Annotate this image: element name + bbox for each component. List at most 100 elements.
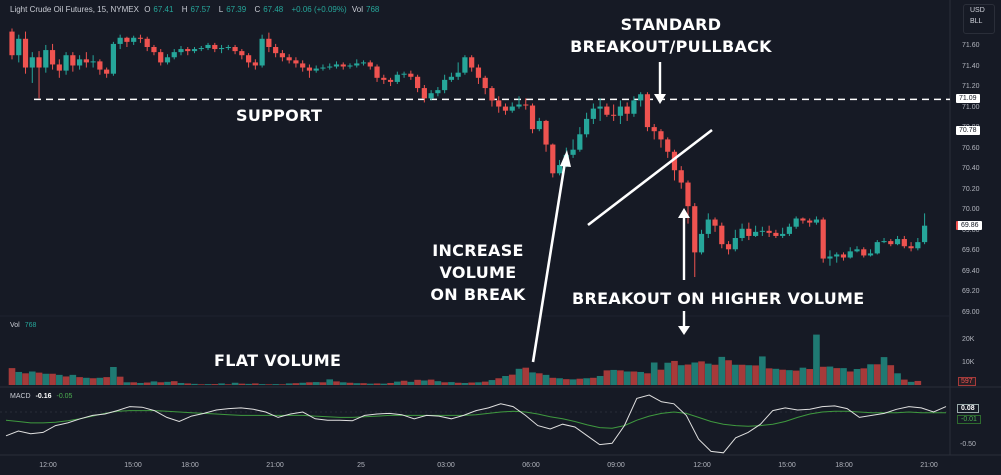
volume-bar: [630, 371, 638, 385]
candle-up: [922, 225, 928, 243]
volume-bar: [867, 364, 874, 385]
volume-bar: [914, 380, 922, 385]
candle-down: [252, 62, 258, 66]
volume-bar: [353, 383, 361, 385]
volume-bar: [279, 384, 286, 385]
price-axis-label: 69.60: [962, 247, 980, 255]
low-label: L: [218, 5, 224, 14]
candle-down: [496, 100, 502, 107]
volume-bar: [515, 368, 523, 385]
price-axis-label: 70.40: [962, 165, 980, 173]
volume-bar: [434, 381, 442, 385]
volume-bar: [792, 370, 800, 385]
volume-bar: [887, 365, 895, 385]
volume-bar: [15, 371, 23, 385]
volume-bar: [191, 383, 198, 385]
volume-bar: [299, 382, 306, 385]
volume-bar: [184, 383, 192, 385]
volume-bar: [901, 379, 908, 385]
volume-bar: [752, 365, 759, 385]
price-axis-label: 69.80: [962, 226, 980, 234]
volume-bar: [603, 370, 611, 385]
candle-down: [286, 57, 292, 61]
candle-down: [293, 60, 299, 64]
candle-up: [834, 254, 840, 257]
candle-up: [448, 76, 454, 80]
candle-up: [333, 64, 340, 67]
candle-down: [408, 73, 414, 77]
candle-down: [36, 57, 42, 68]
close-value: 67.48: [263, 5, 284, 14]
candle-up: [16, 38, 22, 56]
candle-down: [482, 77, 488, 89]
price-axis-label: 70.20: [962, 185, 980, 193]
volume-bar: [69, 374, 77, 385]
annotation-increase-volume: INCREASE VOLUME ON BREAK: [418, 240, 538, 306]
candle-down: [671, 151, 678, 171]
volume-bar: [623, 371, 631, 385]
candle-up: [867, 253, 874, 256]
volume-bar: [732, 364, 739, 385]
candle-up: [164, 57, 171, 63]
candle-down: [773, 232, 779, 236]
volume-bar: [684, 364, 692, 385]
volume-bar: [387, 382, 394, 385]
candle-up: [77, 59, 83, 66]
candle-down: [97, 61, 103, 70]
candle-down: [746, 228, 752, 236]
candle-up: [759, 230, 765, 232]
candle-down: [469, 57, 475, 68]
candle-down: [678, 170, 684, 183]
volume-bar: [650, 362, 658, 385]
volume-bar: [853, 369, 861, 385]
volume-bar: [880, 357, 888, 385]
annotation-increase-line3: ON BREAK: [430, 285, 526, 304]
volume-bar: [272, 384, 279, 385]
volume-bar: [62, 376, 70, 385]
volume-bar: [130, 382, 137, 385]
candle-down: [387, 79, 394, 82]
volume-bar: [164, 381, 171, 385]
time-axis-label: 18:00: [835, 462, 853, 469]
symbol-legend: Light Crude Oil Futures, 15, NYMEX O 67.4…: [10, 5, 385, 14]
candle-down: [800, 218, 806, 221]
candle-up: [455, 72, 461, 77]
volume-bar: [657, 369, 665, 385]
candle-down: [908, 246, 914, 249]
volume-bar: [96, 377, 104, 385]
candle-up: [117, 37, 123, 44]
candle-down: [300, 63, 306, 68]
candle-up: [631, 100, 637, 114]
scale-unit-box[interactable]: USD BLL: [963, 4, 995, 34]
macd-tag: 0.08: [957, 404, 979, 413]
volume-bar: [576, 378, 584, 385]
candle-down: [246, 55, 252, 63]
candle-up: [225, 47, 231, 49]
candle-up: [509, 106, 515, 111]
signal-value: -0.05: [56, 393, 73, 400]
candle-down: [144, 38, 150, 47]
pullback-price-tag: 70.78: [956, 126, 980, 135]
candle-up: [780, 233, 786, 236]
candle-up: [874, 242, 880, 254]
annotation-support: SUPPORT: [236, 106, 323, 125]
candle-up: [131, 37, 137, 42]
volume-bar: [83, 377, 90, 385]
volume-bar: [907, 381, 915, 385]
volume-bar: [813, 334, 820, 385]
candle-up: [462, 57, 468, 73]
candle-up: [394, 74, 400, 82]
annotation-flat-volume: FLAT VOLUME: [214, 351, 342, 370]
close-label: C: [254, 5, 261, 14]
candle-down: [185, 49, 191, 52]
candle-down: [239, 51, 245, 56]
candle-down: [665, 139, 671, 152]
volume-bar: [806, 369, 813, 385]
macd-label: MACD: [10, 393, 31, 400]
volume-bar: [475, 382, 482, 385]
candle-down: [56, 64, 62, 71]
volume-bar: [103, 377, 110, 385]
volume-bar: [427, 379, 435, 385]
